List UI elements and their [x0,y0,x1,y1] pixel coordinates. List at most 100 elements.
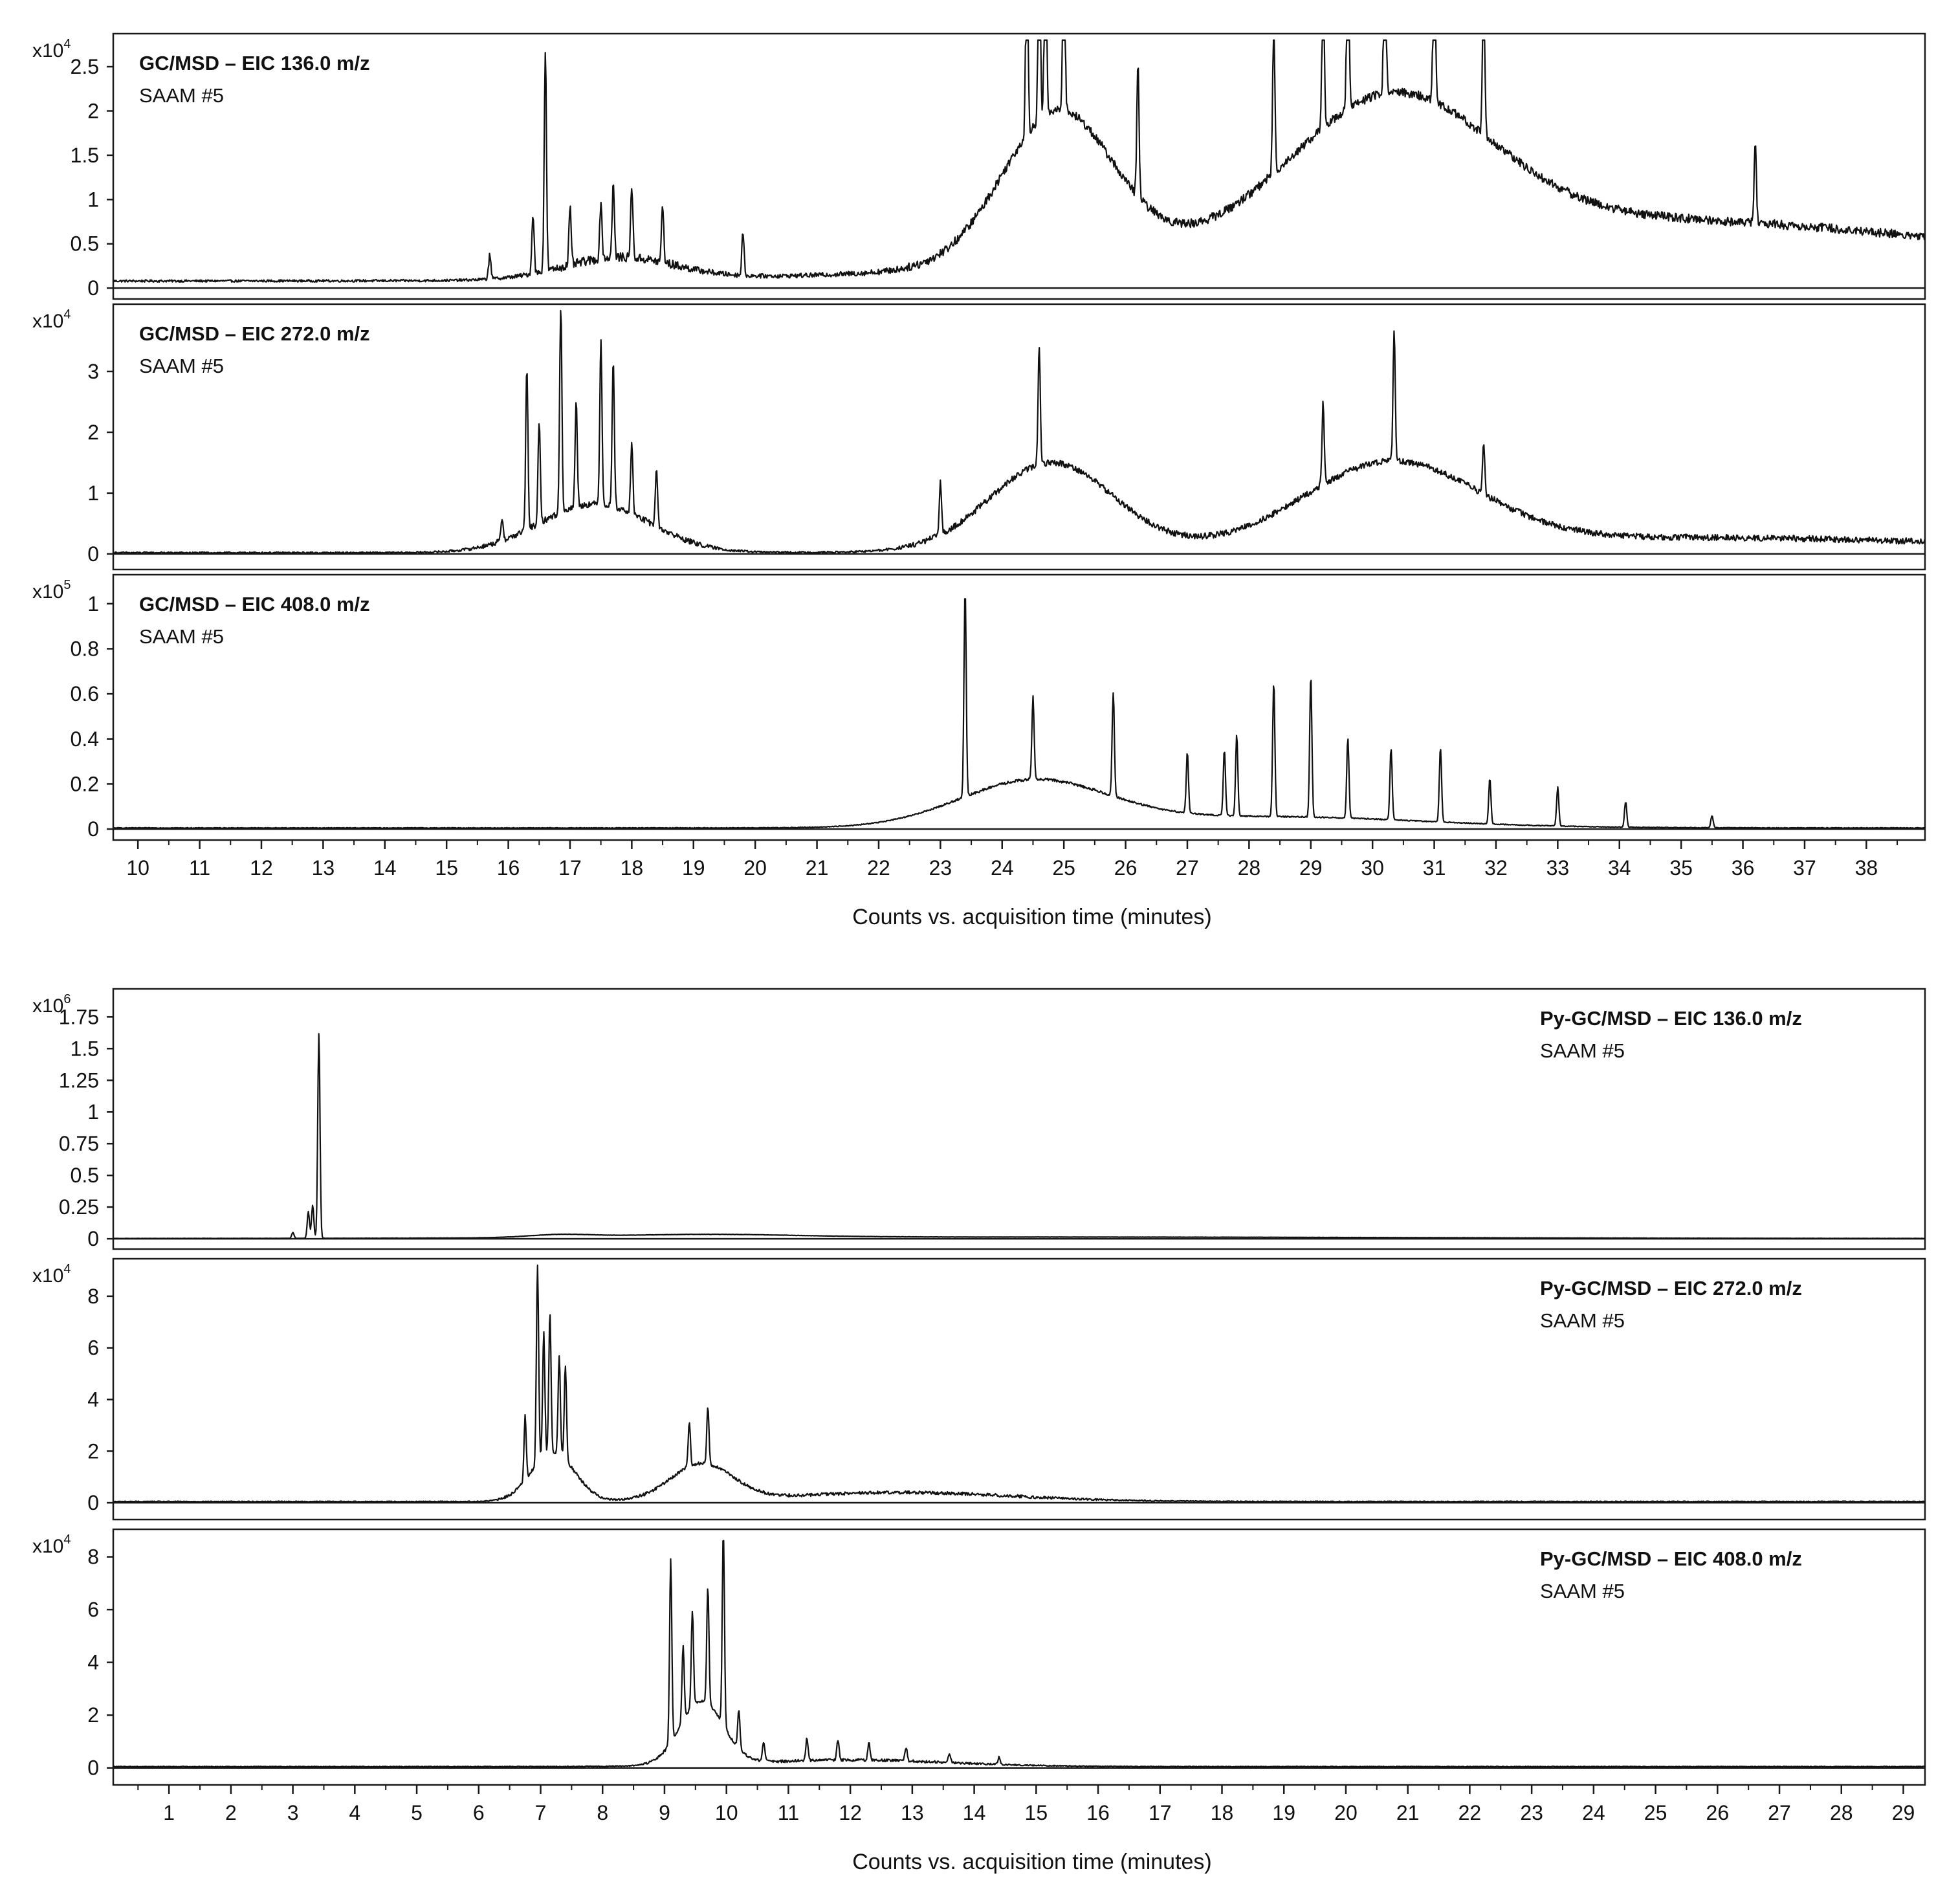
y-tick-label: 2 [87,1439,99,1463]
y-tick-label: 0.4 [71,727,99,751]
x-tick-label: 19 [682,856,705,880]
panel-2: 0 1 2 3 x104 GC/MSD – EIC 272.0 m/z SAAM #5 [32,303,1926,571]
x-tick-label: 22 [867,856,890,880]
x-tick-label: 33 [1546,856,1570,880]
x-axis-pygc: 1 2 3 4 5 6 7 8 9 10 11 12 13 14 15 16 17 18 19 20 21 22 23 24 2… [137,1785,1915,1874]
panel-title: Py-GC/MSD – EIC 136.0 m/z [1540,1007,1802,1030]
y-tick-label: 0.2 [71,772,99,795]
y-exponent-label: x104 [32,37,71,61]
chromatogram-trace [113,1264,1926,1503]
panel-subtitle: SAAM #5 [139,355,224,377]
y-exponent-label: x105 [32,578,71,603]
exponent-power: 4 [63,37,71,51]
exponent-power: 4 [63,1262,71,1276]
exponent-power: 5 [63,578,71,592]
x-tick-label: 4 [349,1801,360,1824]
x-tick-label: 28 [1830,1801,1853,1824]
y-tick-label: 0.75 [59,1132,99,1155]
plot-frame [112,1528,1926,1786]
panel-title: GC/MSD – EIC 272.0 m/z [139,322,370,345]
x-axis-title: Counts vs. acquisition time (minutes) [852,905,1212,929]
exponent-power: 4 [63,307,71,322]
x-tick-label: 38 [1855,856,1878,880]
y-tick-label: 0 [87,1227,99,1250]
x-tick-label: 1 [163,1801,175,1824]
exponent-power: 4 [63,1533,71,1547]
x-tick-label: 13 [901,1801,924,1824]
plot-frame [112,1257,1926,1521]
y-tick-label: 6 [87,1598,99,1621]
x-tick-label: 15 [435,856,458,880]
x-tick-label: 16 [497,856,520,880]
x-tick-label: 26 [1114,856,1138,880]
chromatogram-trace [113,309,1926,555]
y-tick-label: 1.5 [71,1037,99,1060]
x-tick-label: 22 [1458,1801,1482,1824]
chromatogram-trace [113,598,1926,829]
x-tick-label: 8 [597,1801,608,1824]
x-tick-label: 3 [287,1801,299,1824]
exponent-power: 6 [63,992,71,1006]
x-tick-label: 14 [963,1801,986,1824]
exponent-base: x10 [32,995,63,1017]
x-tick-label: 23 [1520,1801,1543,1824]
exponent-base: x10 [32,581,63,603]
y-tick-label: 6 [87,1336,99,1360]
x-axis-title: Counts vs. acquisition time (minutes) [852,1850,1212,1874]
x-tick-label: 20 [743,856,767,880]
x-tick-label: 12 [839,1801,862,1824]
y-tick-label: 3 [87,360,99,383]
y-tick-label: 2.5 [71,55,99,78]
panel-title: Py-GC/MSD – EIC 272.0 m/z [1540,1277,1802,1300]
x-tick-label: 6 [473,1801,485,1824]
y-tick-label: 0.25 [59,1195,99,1219]
x-tick-label: 21 [806,856,829,880]
plot-frame [112,32,1926,300]
panel-subtitle: SAAM #5 [1540,1309,1625,1332]
x-tick-label: 11 [778,1801,799,1824]
x-axis-gc: 10 11 12 13 14 15 16 17 18 19 20 21 22 23 24 25 26 27 28 29… [126,840,1898,929]
x-tick-label: 23 [929,856,952,880]
y-tick-label: 1.25 [59,1068,99,1092]
x-tick-label: 13 [312,856,335,880]
panel-subtitle: SAAM #5 [1540,1039,1625,1062]
y-exponent-label: x104 [32,1262,71,1287]
x-tick-label: 34 [1608,856,1631,880]
x-tick-label: 18 [621,856,644,880]
x-tick-label: 18 [1211,1801,1234,1824]
x-tick-label: 25 [1052,856,1075,880]
y-tick-label: 0 [87,1491,99,1514]
panel-title: GC/MSD – EIC 408.0 m/z [139,593,370,615]
x-tick-label: 24 [991,856,1014,880]
y-tick-label: 0.6 [71,682,99,705]
x-tick-label: 29 [1892,1801,1915,1824]
x-tick-label: 12 [250,856,273,880]
chromatogram-trace [113,39,1926,283]
x-tick-label: 11 [189,856,210,880]
x-tick-label: 19 [1272,1801,1295,1824]
y-tick-label: 2 [87,1703,99,1727]
x-tick-label: 21 [1396,1801,1420,1824]
x-tick-label: 16 [1086,1801,1110,1824]
y-tick-label: 0 [87,1756,99,1780]
y-exponent-label: x106 [32,992,71,1017]
y-tick-label: 1.5 [71,144,99,167]
y-tick-label: 0 [87,276,99,300]
y-tick-label: 0.8 [71,637,99,660]
x-tick-label: 9 [659,1801,670,1824]
panel-subtitle: SAAM #5 [139,84,224,107]
y-tick-label: 4 [87,1651,99,1674]
x-tick-label: 17 [1149,1801,1172,1824]
y-tick-label: 2 [87,99,99,122]
y-tick-label: 0 [87,817,99,841]
panel-3: 0 0.2 0.4 0.6 0.8 1 x105 GC/MSD – EIC 408.0 m/z… [32,573,1926,841]
exponent-base: x10 [32,40,63,61]
y-tick-label: 1 [87,592,99,615]
y-tick-label: 1 [87,188,99,211]
exponent-base: x10 [32,1265,63,1287]
x-tick-label: 32 [1484,856,1508,880]
